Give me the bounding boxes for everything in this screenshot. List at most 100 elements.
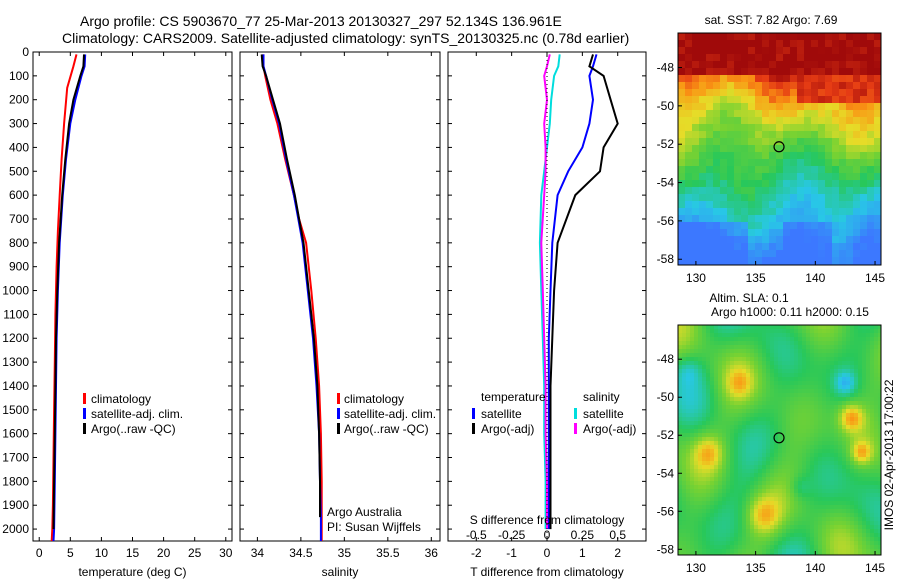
heatmap-cell [802,373,807,378]
heatmap-cell [782,497,787,502]
heatmap-cell [741,180,749,188]
heatmap-cell [718,509,723,514]
heatmap-cell [797,250,805,258]
heatmap-cell [838,441,843,446]
heatmap-cell [754,417,759,422]
heatmap-cell [726,545,731,550]
heatmap-cell [790,473,795,478]
heatmap-cell [714,481,719,486]
heatmap-cell [818,349,823,354]
heatmap-cell [832,194,840,202]
heatmap-cell [878,357,882,362]
heatmap-cell [846,365,851,370]
heatmap-cell [692,222,700,230]
heatmap-cell [727,145,735,153]
heatmap-cell [825,208,833,216]
heatmap-cell [726,549,731,554]
heatmap-cell [802,361,807,366]
heatmap-cell [762,250,770,258]
heatmap-cell [846,553,851,556]
heatmap-cell [734,461,739,466]
heatmap-cell [860,110,868,118]
heatmap-cell [846,429,851,434]
heatmap-cell [686,377,691,382]
heatmap-cell [860,117,868,125]
heatmap-cell [858,409,863,414]
heatmap-cell [678,208,686,216]
heatmap-cell [797,145,805,153]
heatmap-cell [786,513,791,518]
heatmap-cell [782,469,787,474]
heatmap-cell [878,385,882,390]
heatmap-cell [726,437,731,442]
heatmap-cell [682,389,687,394]
heatmap-cell [774,369,779,374]
heatmap-cell [678,159,686,167]
heatmap-cell [850,489,855,494]
heatmap-cell [874,465,879,470]
heatmap-cell [706,222,714,230]
heatmap-cell [842,513,847,518]
heatmap-cell [762,243,770,251]
heatmap-cell [870,465,875,470]
heatmap-cell [758,357,763,362]
heatmap-cell [798,421,803,426]
heatmap-cell [699,124,707,132]
heatmap-cell [790,365,795,370]
heatmap-cell [814,341,819,346]
heatmap-cell [866,425,871,430]
heatmap-cell [754,541,759,546]
heatmap-cell [782,521,787,526]
heatmap-cell [783,40,791,48]
heatmap-cell [762,222,770,230]
heatmap-cell [838,345,843,350]
heatmap-cell [806,405,811,410]
heatmap-cell [730,533,735,538]
heatmap-cell [870,337,875,342]
heatmap-cell [854,553,859,556]
heatmap-cell [814,425,819,430]
heatmap-cell [794,393,799,398]
heatmap-cell [866,457,871,462]
heatmap-cell [776,236,784,244]
heatmap-cell [754,497,759,502]
heatmap-cell [694,465,699,470]
heatmap-cell [748,187,756,195]
x-tick-label: 145 [865,561,885,575]
heatmap-cell [866,445,871,450]
heatmap-cell [878,421,882,426]
heatmap-cell [690,337,695,342]
heatmap-cell [738,517,743,522]
heatmap-cell [710,457,715,462]
plot-frame [32,51,233,542]
heatmap-cell [846,215,854,223]
heatmap-cell [783,222,791,230]
heatmap-cell [862,349,867,354]
heatmap-cell [702,445,707,450]
heatmap-cell [686,473,691,478]
heatmap-cell [860,194,868,202]
heatmap-cell [834,513,839,518]
heatmap-cell [878,373,882,378]
heatmap-cell [818,40,826,48]
heatmap-cell [806,481,811,486]
heatmap-cell [726,369,731,374]
heatmap-cell [776,61,784,69]
heatmap-cell [786,333,791,338]
heatmap-cell [842,541,847,546]
heatmap-cell [822,385,827,390]
heatmap-cell [853,180,861,188]
heatmap-cell [778,437,783,442]
heatmap-cell [730,509,735,514]
heatmap-cell [698,413,703,418]
heatmap-cell [718,345,723,350]
heatmap-cell [804,117,812,125]
heatmap-cell [804,138,812,146]
argo-position-marker [773,141,785,153]
heatmap-cell [782,445,787,450]
heatmap-cell [826,525,831,530]
heatmap-cell [722,469,727,474]
heatmap-cell [846,40,854,48]
heatmap-cell [762,229,770,237]
heatmap-cell [874,425,879,430]
